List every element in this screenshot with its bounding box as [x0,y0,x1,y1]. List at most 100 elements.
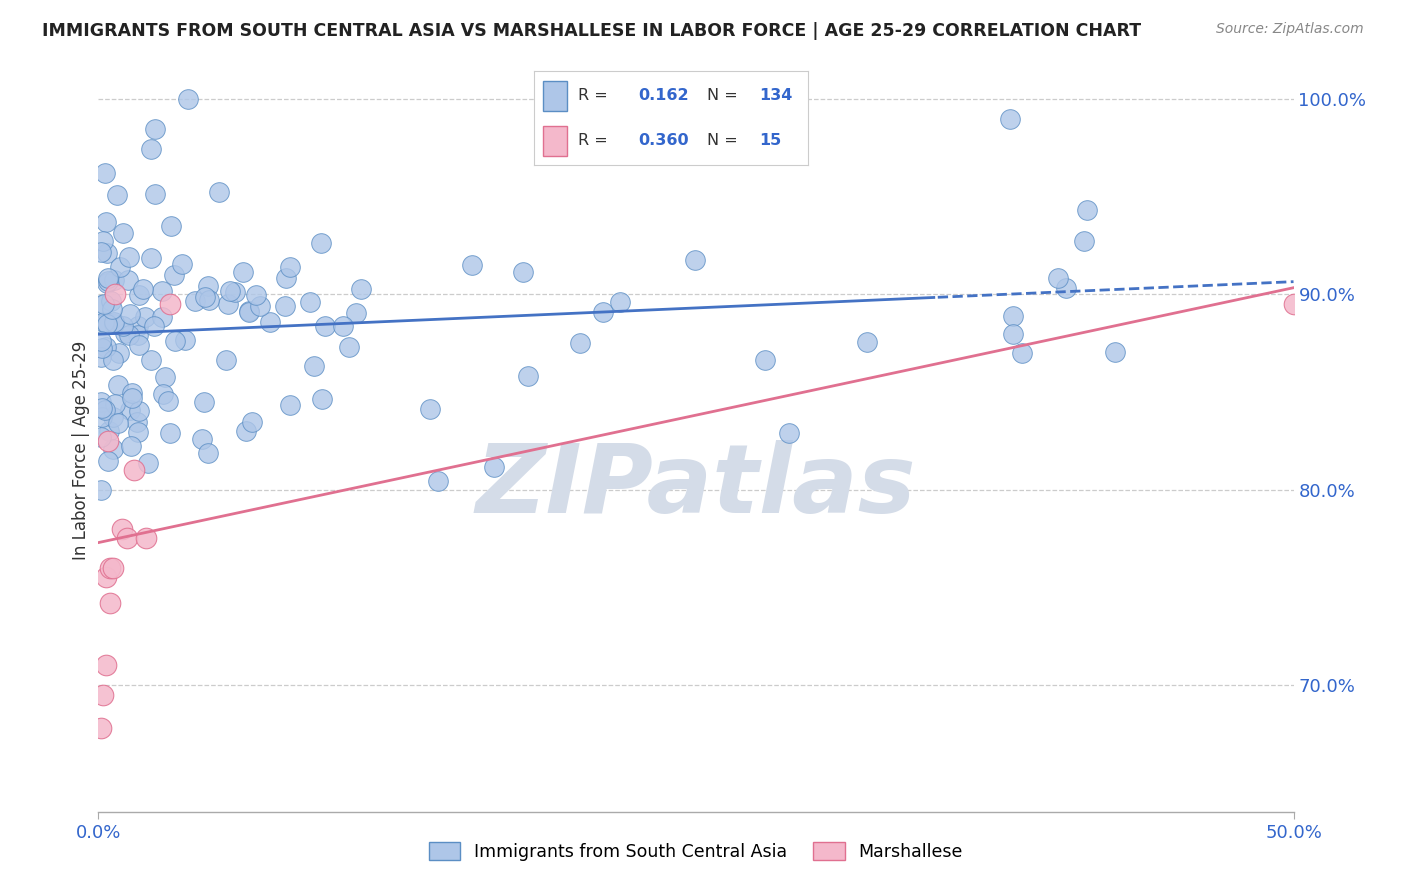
Point [98,560,122,574]
Point [111,226,134,240]
Point [568,335,591,350]
Point [91,688,114,702]
Point [118,250,141,264]
Point [1046,271,1069,285]
Point [159,297,181,311]
Point [103,410,125,425]
Point [125,415,148,429]
Point [90,341,112,355]
Point [94,570,117,584]
Point [90,298,112,312]
Point [108,260,131,274]
Point [224,285,246,299]
Point [344,306,367,320]
Point [278,398,301,412]
Point [219,285,242,299]
Point [426,475,449,489]
Point [157,394,180,409]
Point [117,273,139,287]
Point [198,293,221,307]
Point [121,392,143,406]
Point [259,315,281,329]
Point [103,273,125,287]
Point [103,315,125,329]
Point [107,377,129,392]
Text: N =: N = [707,133,738,148]
Point [217,297,239,311]
Point [124,463,146,477]
Point [100,293,122,308]
Point [1056,281,1078,295]
Point [90,430,112,444]
Legend: Immigrants from South Central Asia, Marshallese: Immigrants from South Central Asia, Mars… [429,841,963,861]
Point [97,454,120,468]
Point [143,186,166,201]
Point [998,112,1021,126]
Point [856,334,879,349]
Point [141,352,163,367]
Point [107,187,129,202]
Point [96,277,118,291]
Point [121,385,143,400]
Point [90,401,112,415]
Point [98,596,122,610]
Point [274,300,297,314]
Point [208,185,231,199]
Point [107,417,129,431]
Point [127,328,149,343]
Point [94,315,117,329]
Point [278,260,301,274]
Point [197,279,219,293]
Point [675,141,697,155]
Point [150,284,173,298]
Point [512,265,534,279]
Text: IMMIGRANTS FROM SOUTH CENTRAL ASIA VS MARSHALLESE IN LABOR FORCE | AGE 25-29 COR: IMMIGRANTS FROM SOUTH CENTRAL ASIA VS MA… [42,22,1142,40]
Point [118,328,141,343]
Point [235,424,257,438]
Text: 0.162: 0.162 [638,88,689,103]
Point [94,166,117,180]
Point [97,434,120,448]
Point [778,425,800,440]
Point [184,293,207,308]
Point [517,369,540,384]
Point [276,270,298,285]
Point [159,426,181,441]
Point [302,359,325,373]
Point [163,268,186,282]
Point [350,282,373,296]
Point [240,416,263,430]
FancyBboxPatch shape [543,126,567,156]
Point [238,305,260,319]
Point [461,258,484,272]
Point [160,219,183,234]
Point [215,353,238,368]
Point [104,397,127,411]
Text: 15: 15 [759,133,782,148]
FancyBboxPatch shape [543,81,567,111]
Point [418,401,440,416]
Point [120,440,142,454]
Point [114,326,136,340]
Point [194,290,217,304]
Point [232,265,254,279]
Point [298,294,321,309]
Point [134,310,156,324]
Point [314,319,336,334]
Point [104,287,127,301]
Point [90,245,112,260]
Point [103,442,125,457]
Point [1076,202,1098,217]
Point [1002,309,1025,323]
Point [1011,346,1033,360]
Point [482,459,505,474]
Point [96,317,118,331]
Y-axis label: In Labor Force | Age 25-29: In Labor Force | Age 25-29 [72,341,90,560]
Point [150,310,173,325]
Point [172,257,194,271]
Point [112,319,135,334]
Text: 134: 134 [759,88,793,103]
Point [332,319,354,334]
Point [143,122,166,136]
Point [152,386,174,401]
